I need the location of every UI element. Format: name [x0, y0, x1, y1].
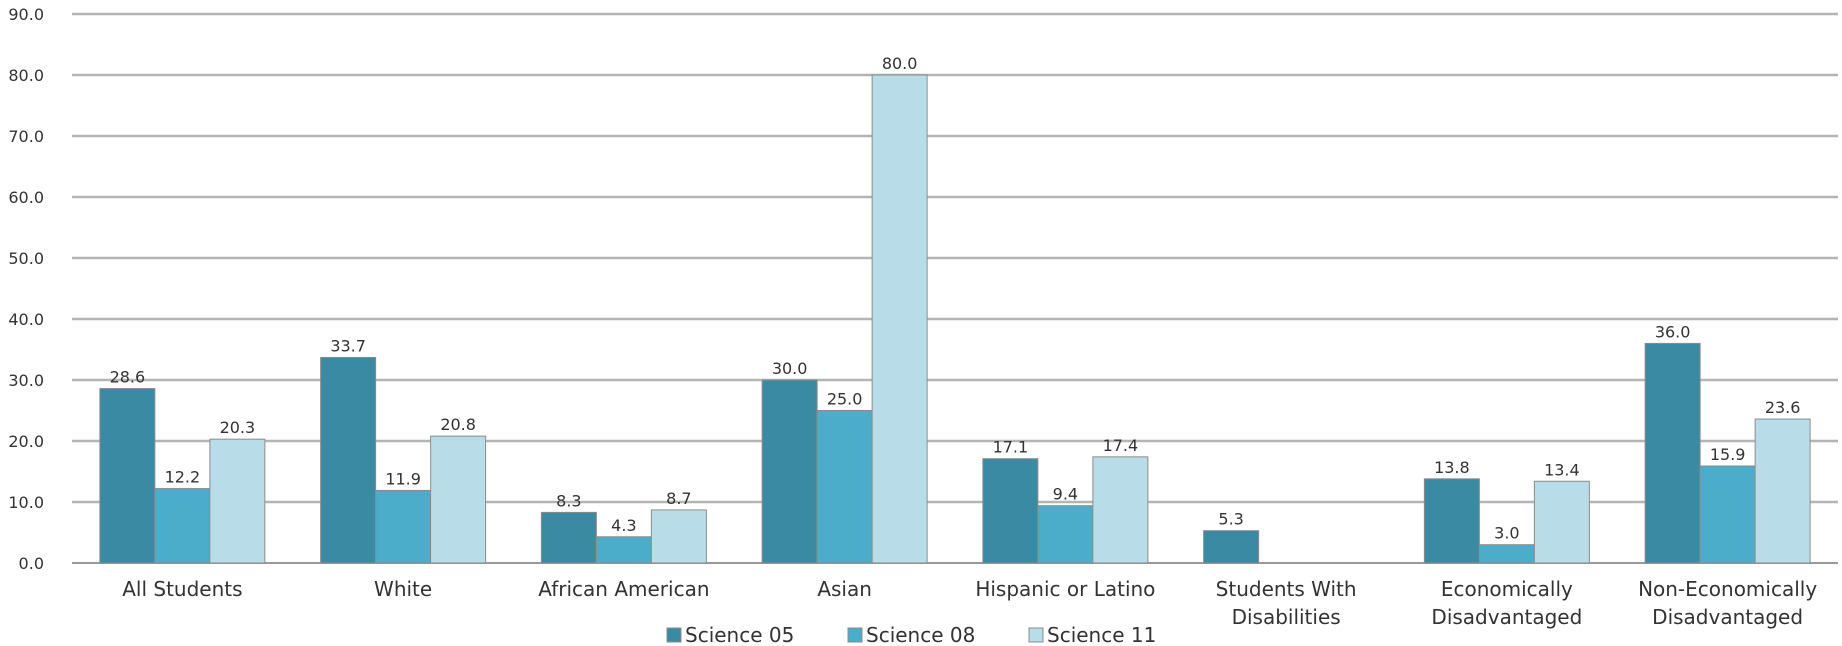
category-label: Economically Disadvantaged [1431, 577, 1582, 629]
data-label: 15.9 [1710, 445, 1746, 464]
legend-swatch [1028, 627, 1044, 643]
bar [650, 509, 707, 564]
legend-label: Science 05 [685, 623, 794, 646]
bar [1754, 418, 1811, 564]
bar [1644, 342, 1701, 564]
data-label: 36.0 [1655, 322, 1691, 341]
data-label: 8.7 [666, 489, 691, 508]
category-label: Asian [817, 577, 872, 601]
legend-label: Science 08 [866, 623, 975, 646]
category-label: All Students [122, 577, 242, 601]
bar [1478, 544, 1535, 564]
bar [430, 435, 487, 564]
data-label: 12.2 [165, 468, 201, 487]
data-label: 3.0 [1494, 524, 1519, 543]
legend: Science 05 Science 08 Science 11 [666, 623, 1156, 646]
data-label: 23.6 [1765, 398, 1801, 417]
data-labels: 28.6 12.2 20.3 33.7 11.9 20.8 8.3 4.3 8.7 30.0 25.… [110, 54, 1801, 543]
bar [540, 511, 597, 564]
bars [99, 74, 1811, 564]
data-label: 9.4 [1053, 485, 1078, 504]
bar [871, 74, 928, 564]
y-tick-label: 50.0 [8, 249, 44, 268]
y-tick-label: 60.0 [8, 188, 44, 207]
bar [320, 356, 377, 564]
bar [595, 536, 652, 564]
data-label: 28.6 [110, 368, 146, 387]
y-tick-label: 0.0 [19, 554, 44, 573]
y-tick-label: 20.0 [8, 432, 44, 451]
category-labels: All Students White African American Asian Hi… [122, 577, 1817, 629]
bar [982, 458, 1039, 564]
bar [375, 489, 432, 564]
data-label: 5.3 [1218, 510, 1243, 529]
bar [1037, 505, 1094, 564]
category-label: White [374, 577, 432, 601]
bar [1092, 456, 1149, 564]
bar [761, 379, 818, 564]
data-label: 13.4 [1544, 460, 1580, 479]
bar [154, 488, 211, 564]
bar [1203, 530, 1260, 564]
y-tick-label: 10.0 [8, 493, 44, 512]
bar [816, 410, 873, 564]
category-label: Hispanic or Latino [975, 577, 1155, 601]
data-label: 80.0 [882, 54, 918, 73]
y-tick-label: 70.0 [8, 127, 44, 146]
data-label: 4.3 [611, 516, 636, 535]
legend-swatch [847, 627, 863, 643]
data-label: 25.0 [827, 390, 863, 409]
y-tick-label: 80.0 [8, 66, 44, 85]
bar [99, 388, 156, 564]
data-label: 8.3 [556, 491, 581, 510]
legend-swatch [666, 627, 682, 643]
category-label: Non-Economically Disadvantaged [1638, 577, 1817, 629]
bar [1533, 480, 1590, 564]
y-tick-label: 40.0 [8, 310, 44, 329]
data-label: 20.8 [440, 415, 476, 434]
legend-label: Science 11 [1047, 623, 1156, 646]
data-label: 20.3 [220, 418, 256, 437]
category-label: African American [538, 577, 709, 601]
y-tick-label: 30.0 [8, 371, 44, 390]
bar [1699, 465, 1756, 564]
bar [209, 438, 266, 564]
y-tick-label: 90.0 [8, 5, 44, 24]
data-label: 13.8 [1434, 458, 1470, 477]
data-label: 30.0 [772, 359, 808, 378]
category-label: Students With Disabilities [1216, 577, 1357, 629]
data-label: 17.1 [993, 438, 1029, 457]
bar [1423, 478, 1480, 564]
y-axis-ticks: 0.0 10.0 20.0 30.0 40.0 50.0 60.0 70.0 80.0 90.0 [8, 5, 44, 573]
data-label: 11.9 [385, 469, 421, 488]
data-label: 33.7 [330, 336, 366, 355]
data-label: 17.4 [1103, 436, 1139, 455]
